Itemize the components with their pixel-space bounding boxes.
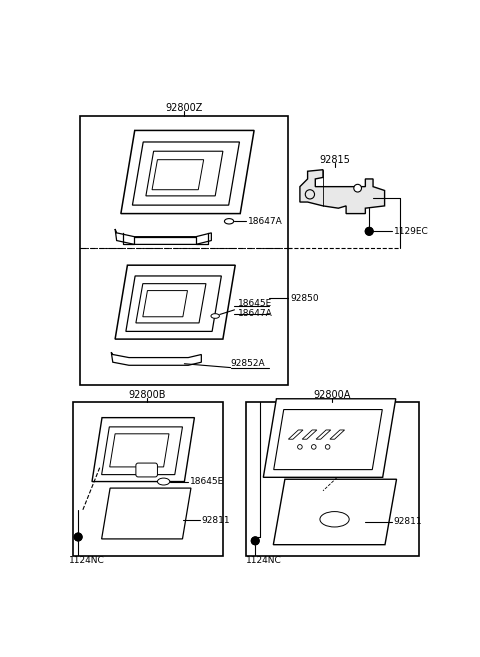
Polygon shape [288, 430, 303, 439]
Text: 92811: 92811 [201, 516, 230, 524]
Polygon shape [143, 290, 188, 317]
Polygon shape [274, 409, 382, 470]
Text: 92850: 92850 [290, 294, 319, 303]
FancyBboxPatch shape [136, 463, 157, 477]
Circle shape [74, 533, 82, 541]
Polygon shape [110, 434, 169, 467]
Ellipse shape [225, 219, 234, 224]
Text: 18645E: 18645E [238, 299, 273, 308]
Text: 92811: 92811 [394, 517, 422, 526]
Ellipse shape [211, 313, 219, 318]
Polygon shape [330, 430, 345, 439]
Bar [81, 116, 288, 385]
Circle shape [252, 537, 259, 545]
Bar [246, 402, 419, 556]
Polygon shape [115, 265, 235, 339]
Text: 18647A: 18647A [248, 217, 282, 226]
Polygon shape [121, 131, 254, 214]
Polygon shape [102, 427, 182, 474]
Text: 18645E: 18645E [190, 477, 224, 486]
Polygon shape [316, 430, 331, 439]
Polygon shape [126, 276, 221, 331]
Polygon shape [136, 284, 206, 323]
Circle shape [365, 227, 373, 235]
Polygon shape [132, 142, 240, 205]
Bar [73, 402, 223, 556]
Circle shape [354, 185, 361, 192]
Text: 1129EC: 1129EC [394, 227, 429, 236]
Text: 1124NC: 1124NC [69, 556, 105, 564]
Polygon shape [146, 151, 223, 196]
Text: 92800A: 92800A [313, 390, 351, 399]
Polygon shape [102, 488, 191, 539]
Ellipse shape [157, 478, 170, 485]
Polygon shape [152, 160, 204, 190]
Polygon shape [264, 399, 396, 478]
Text: 92800B: 92800B [129, 390, 166, 399]
Polygon shape [300, 170, 384, 214]
Polygon shape [273, 479, 396, 545]
Text: 92815: 92815 [319, 154, 350, 165]
Polygon shape [115, 229, 211, 244]
Polygon shape [92, 418, 194, 482]
Polygon shape [111, 352, 201, 365]
Text: 92852A: 92852A [230, 359, 265, 368]
Text: 1124NC: 1124NC [246, 556, 282, 564]
Text: 18647A: 18647A [238, 309, 273, 318]
Ellipse shape [320, 512, 349, 527]
Polygon shape [302, 430, 317, 439]
Text: 92800Z: 92800Z [166, 103, 203, 113]
